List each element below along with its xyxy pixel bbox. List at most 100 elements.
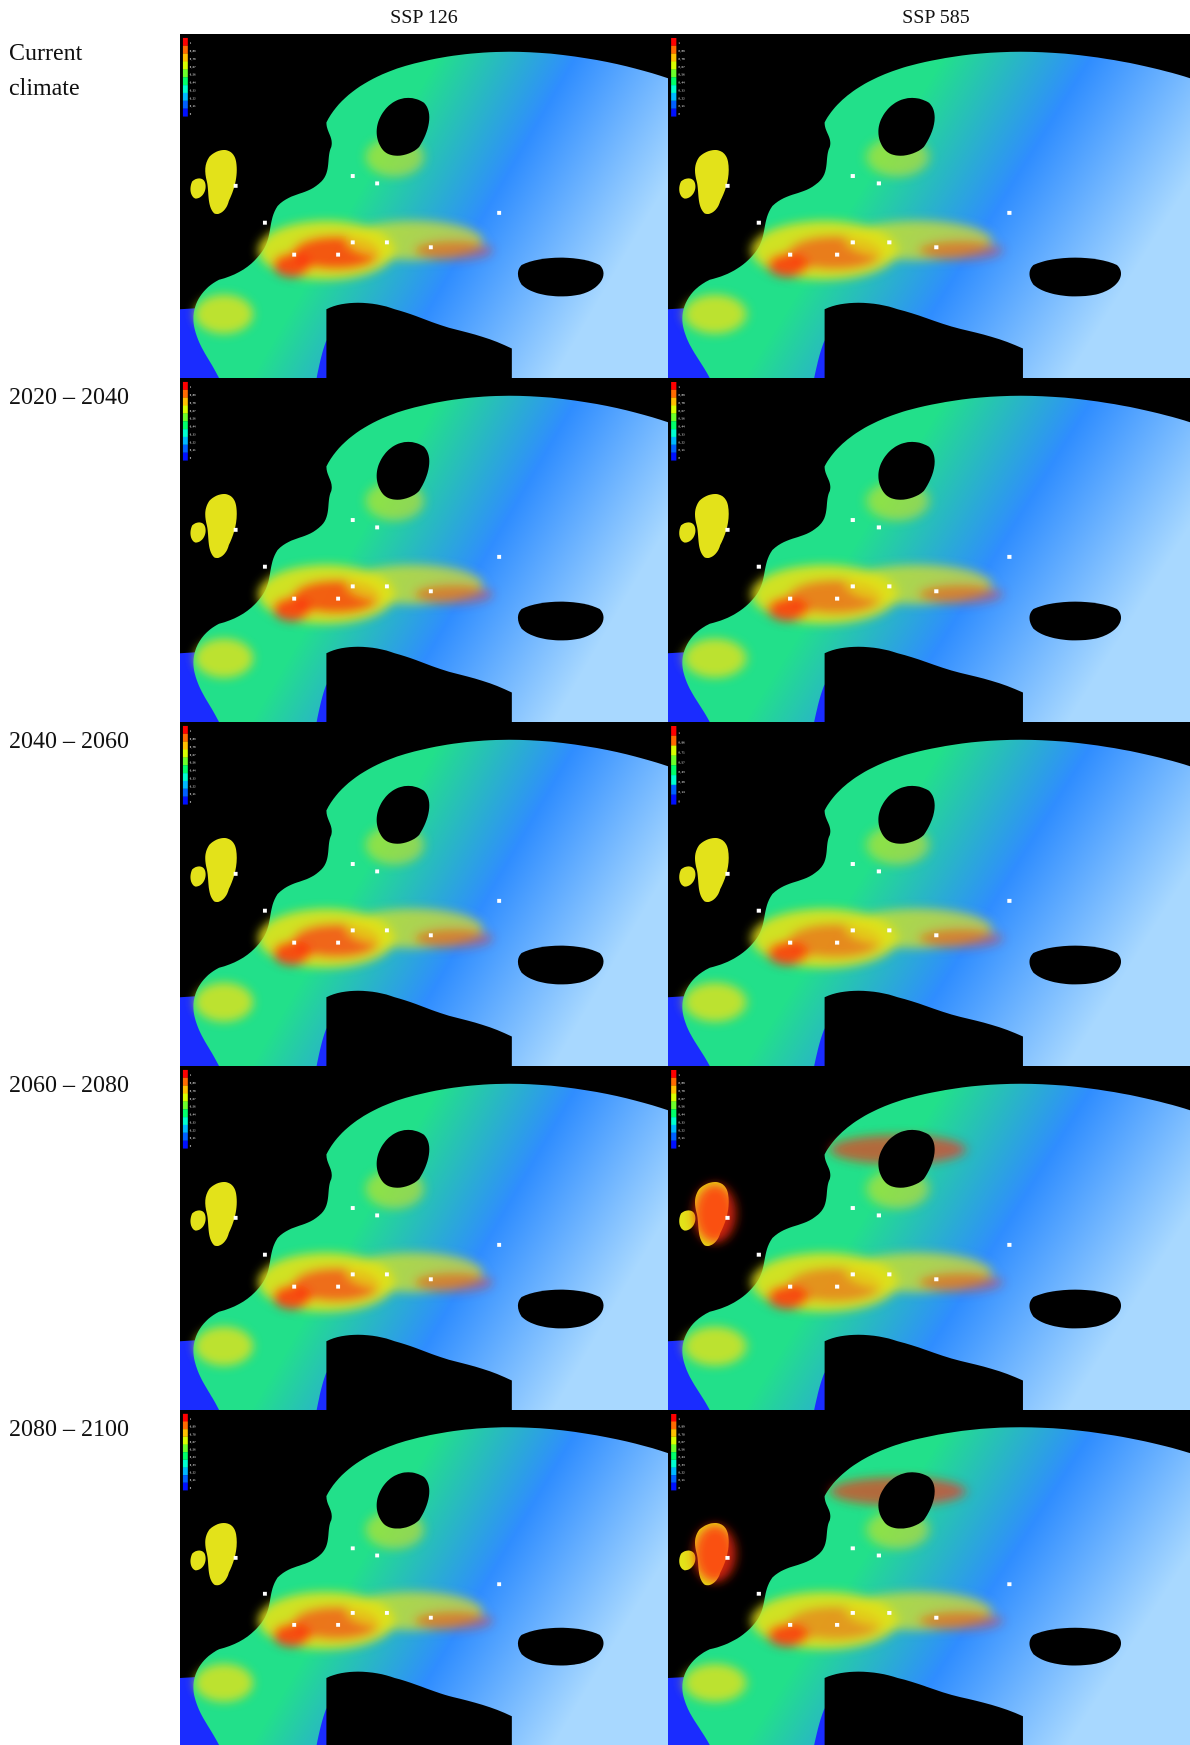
legend-label: 0,11 xyxy=(678,1478,685,1482)
color-legend: 1 0,86 0,71 0,57 0,43 0,29 0,14 0 xyxy=(671,725,685,805)
occurrence-point xyxy=(350,584,355,589)
legend-label: 0,11 xyxy=(678,448,685,452)
occurrence-point xyxy=(835,596,840,601)
occurrence-point xyxy=(1007,898,1012,903)
occurrence-point xyxy=(497,1242,502,1247)
color-legend: 1 0,89 0,78 0,67 0,56 0,44 0,33 0,22 0,11 0 xyxy=(182,37,196,117)
legend-swatch xyxy=(671,45,677,54)
habitat-map-panel: 1 0,89 0,78 0,67 0,56 0,44 0,33 0,22 0,11 0 xyxy=(180,378,668,722)
baltic-sea xyxy=(376,785,430,844)
occurrence-point xyxy=(350,1546,355,1551)
occurrence-point xyxy=(934,1615,939,1620)
legend-label: 0 xyxy=(678,112,680,116)
europe-landmass xyxy=(193,395,668,722)
europe-landmass xyxy=(193,739,668,1066)
mediterranean-sea xyxy=(326,1671,512,1745)
occurrence-point xyxy=(1007,1582,1012,1587)
legend-swatch xyxy=(182,1459,188,1468)
legend-label: 1 xyxy=(190,1074,192,1077)
legend-swatch xyxy=(671,389,677,398)
occurrence-point xyxy=(262,1591,267,1596)
legend-label: 0,67 xyxy=(190,1098,196,1101)
legend-swatch xyxy=(671,1085,677,1094)
legend-label: 1 xyxy=(190,42,192,45)
legend-label: 0,71 xyxy=(678,751,685,755)
legend-swatch xyxy=(182,413,188,422)
legend-swatch xyxy=(671,452,677,461)
legend-swatch xyxy=(182,45,188,54)
legend-label: 0,44 xyxy=(190,82,196,85)
legend-label: 0,29 xyxy=(678,780,685,784)
occurrence-point xyxy=(835,252,840,257)
legend-label: 0,11 xyxy=(190,449,196,452)
suitability-hotspots xyxy=(683,825,1003,1022)
legend-swatch xyxy=(671,1459,677,1468)
occurrence-point xyxy=(336,252,341,257)
legend-label: 0,89 xyxy=(190,394,196,397)
black-sea xyxy=(517,601,604,641)
map-svg: 1 0,89 0,78 0,67 0,56 0,44 0,33 0,22 0,11 0 xyxy=(668,1066,1190,1410)
legend-label: 0,11 xyxy=(190,793,196,796)
occurrence-point xyxy=(428,1615,433,1620)
legend-label: 0,11 xyxy=(190,105,196,108)
habitat-map-panel: 1 0,89 0,78 0,67 0,56 0,44 0,33 0,22 0,11 0 xyxy=(180,1410,668,1745)
mediterranean-sea xyxy=(326,646,512,722)
legend-label: 0,67 xyxy=(190,754,196,757)
color-legend: 1 0,89 0,78 0,67 0,56 0,44 0,33 0,22 0,11 0 xyxy=(671,381,685,461)
occurrence-point xyxy=(1007,210,1012,215)
occurrence-point xyxy=(233,527,238,532)
occurrence-point xyxy=(725,871,730,876)
legend-label: 0,89 xyxy=(190,738,196,741)
occurrence-point xyxy=(887,1611,892,1615)
legend-label: 0,14 xyxy=(678,790,685,794)
legend-swatch xyxy=(671,444,677,453)
legend-swatch xyxy=(182,108,188,117)
map-svg: 1 0,86 0,71 0,57 0,43 0,29 0,14 0 xyxy=(668,722,1190,1066)
legend-label: 0,44 xyxy=(678,1455,685,1459)
legend-swatch xyxy=(182,1101,188,1110)
legend-label: 1 xyxy=(678,41,680,45)
color-legend: 1 0,89 0,78 0,67 0,56 0,44 0,33 0,22 0,11 0 xyxy=(182,1069,196,1149)
occurrence-point xyxy=(876,1553,881,1558)
legend-label: 0,44 xyxy=(678,425,685,429)
color-legend: 1 0,89 0,78 0,67 0,56 0,44 0,33 0,22 0,11 0 xyxy=(671,37,685,117)
color-legend: 1 0,89 0,78 0,67 0,56 0,44 0,33 0,22 0,11 0 xyxy=(182,1413,196,1491)
occurrence-point xyxy=(725,1555,730,1560)
british-isles xyxy=(694,150,729,214)
legend-label: 0,67 xyxy=(678,409,685,413)
occurrence-point xyxy=(428,1277,433,1282)
legend-swatch xyxy=(671,1421,677,1430)
legend-label: 0,56 xyxy=(678,1105,685,1109)
legend-label: 1 xyxy=(678,385,680,389)
british-isles xyxy=(205,1182,237,1246)
occurrence-point xyxy=(788,1622,793,1627)
map-svg: 1 0,89 0,78 0,67 0,56 0,44 0,33 0,22 0,11 0 xyxy=(180,722,668,1066)
legend-label: 0 xyxy=(678,456,680,460)
occurrence-point xyxy=(262,564,267,569)
legend-label: 1 xyxy=(190,730,192,733)
legend-label: 0,22 xyxy=(190,785,196,788)
legend-label: 0 xyxy=(678,800,680,804)
occurrence-point xyxy=(350,1611,355,1615)
suitability-hotspots xyxy=(194,137,493,334)
legend-label: 0,67 xyxy=(678,65,685,69)
legend-label: 0,56 xyxy=(190,1449,196,1452)
legend-label: 1 xyxy=(678,731,680,735)
row-label-2060-2080: 2060 – 2080 xyxy=(9,1072,129,1098)
legend-label: 0 xyxy=(678,1144,680,1148)
legend-label: 1 xyxy=(190,386,192,389)
occurrence-point xyxy=(375,1213,380,1218)
occurrence-point xyxy=(887,1272,892,1277)
legend-label: 0,89 xyxy=(678,49,685,53)
occurrence-point xyxy=(850,584,855,589)
habitat-map-panel: 1 0,89 0,78 0,67 0,56 0,44 0,33 0,22 0,11 0 xyxy=(180,722,668,1066)
legend-swatch xyxy=(671,735,677,746)
legend-swatch xyxy=(182,1085,188,1094)
mediterranean-sea xyxy=(824,302,1023,378)
legend-label: 0 xyxy=(190,113,192,116)
occurrence-point xyxy=(233,183,238,188)
black-sea xyxy=(517,257,604,297)
legend-swatch xyxy=(671,1436,677,1445)
legend-label: 0,11 xyxy=(190,1137,196,1140)
europe-landmass xyxy=(193,1083,668,1410)
